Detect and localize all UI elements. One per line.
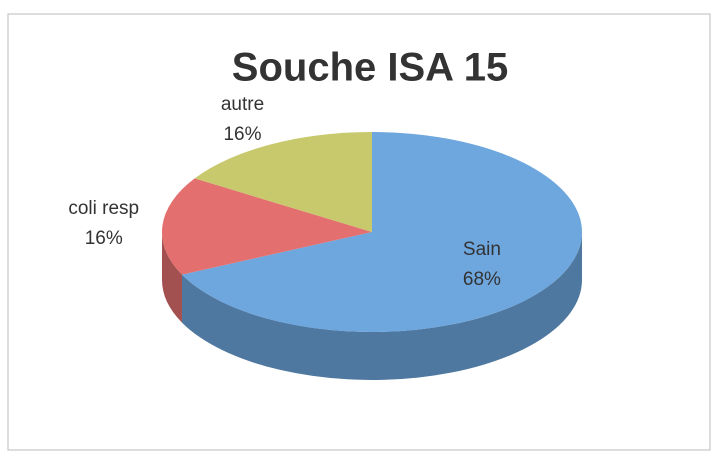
pie-slice [162, 178, 372, 275]
pie-slice-side [162, 232, 182, 323]
category-label: autre [221, 94, 264, 115]
category-label: Sain [463, 239, 501, 260]
pie-slice [181, 132, 582, 332]
category-label: coli resp [68, 198, 139, 219]
pie-slice-side [181, 232, 582, 380]
data-label: 16% [85, 228, 123, 249]
data-label: 68% [463, 269, 501, 290]
data-label: 16% [223, 124, 261, 145]
chart-title: Souche ISA 15 [232, 46, 508, 90]
pie-slice [194, 132, 372, 232]
